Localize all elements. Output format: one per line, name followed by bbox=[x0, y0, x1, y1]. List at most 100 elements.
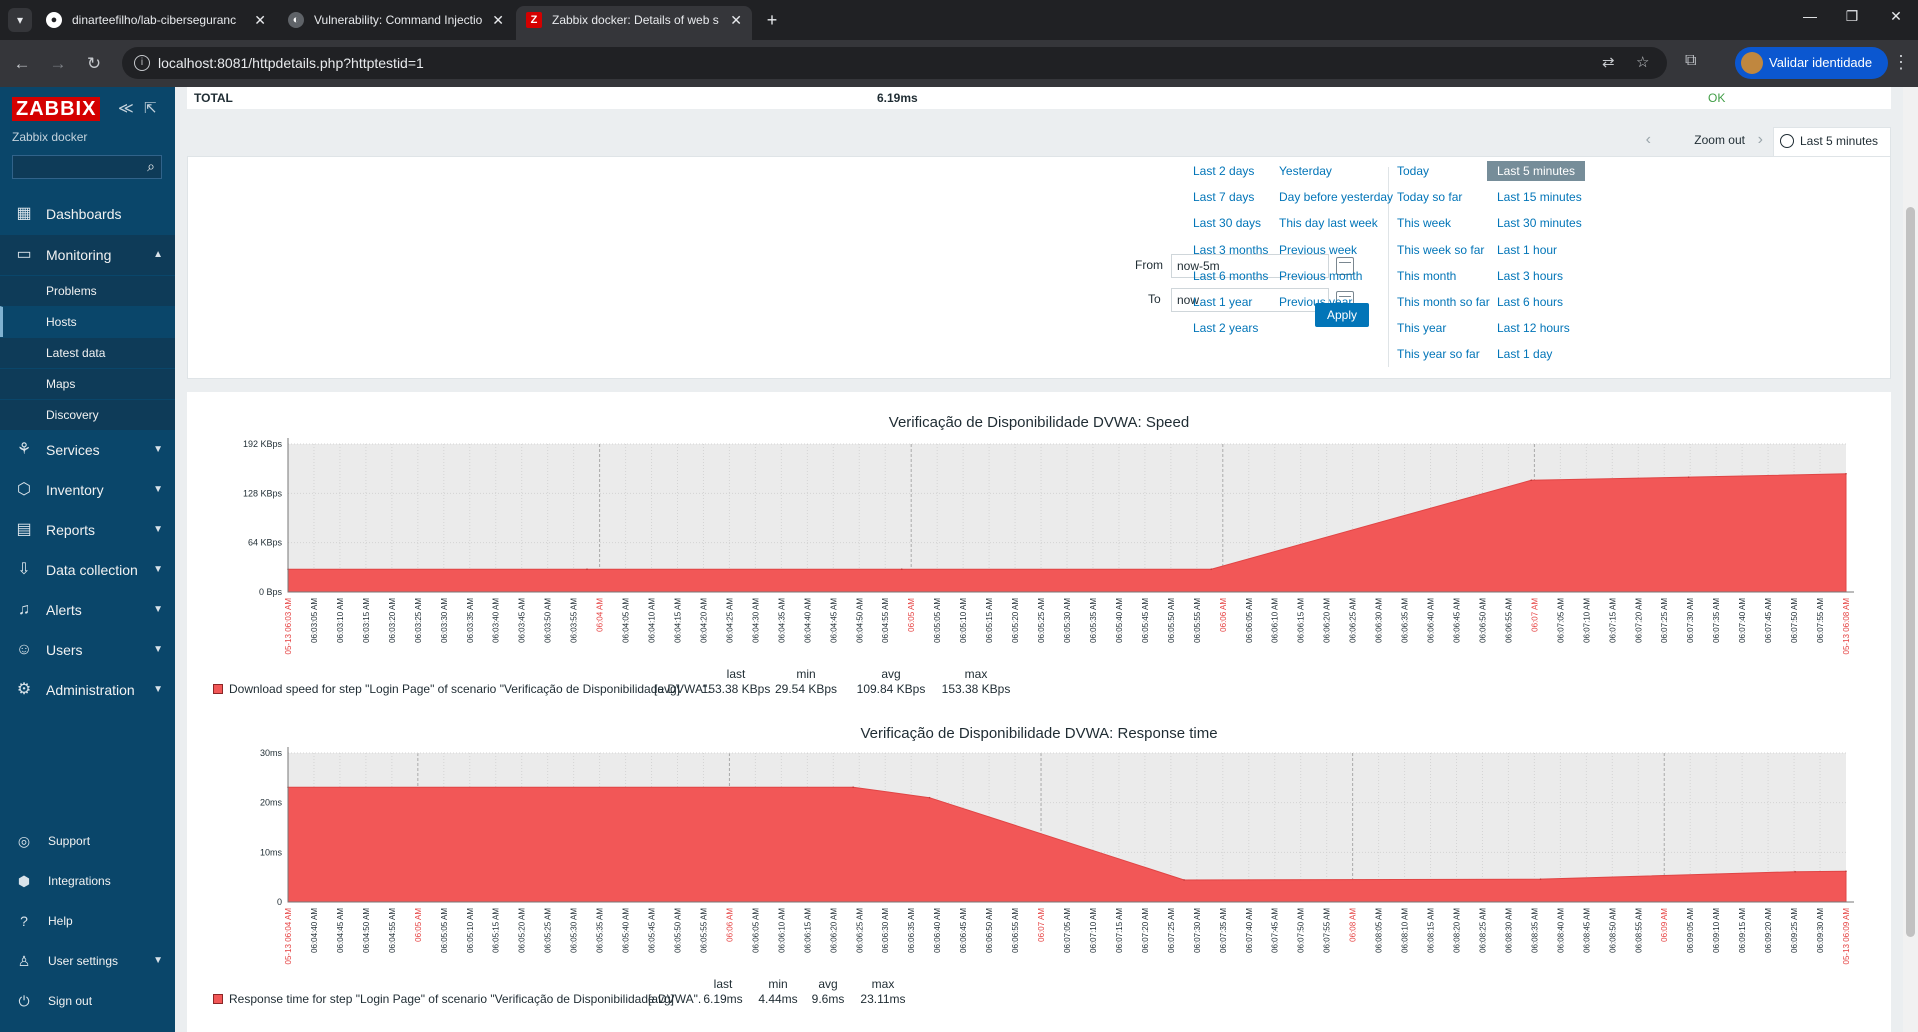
x-tick-label: 06:09:10 AM bbox=[1712, 908, 1721, 953]
menu-administration[interactable]: ⚙ Administration ▼ bbox=[0, 670, 175, 710]
zabbix-logo[interactable]: ZABBIX bbox=[12, 97, 101, 121]
profile-button[interactable]: Validar identidade bbox=[1735, 47, 1889, 79]
response-legend-text: Response time for step "Login Page" of s… bbox=[229, 992, 702, 1006]
close-window-icon[interactable]: ✕ bbox=[1890, 8, 1902, 24]
quick-range-link[interactable]: This year bbox=[1397, 321, 1447, 336]
footer-sign-out[interactable]: ⏻ Sign out bbox=[0, 981, 175, 1021]
new-tab-button[interactable]: + bbox=[766, 10, 778, 30]
browser-tab-dvwa[interactable]: ◐ Vulnerability: Command Injectio ✕ bbox=[278, 6, 514, 40]
x-tick-label: 06:03:15 AM bbox=[362, 598, 371, 643]
quick-range-link[interactable]: Previous month bbox=[1279, 268, 1363, 283]
footer-support[interactable]: ◎ Support bbox=[0, 821, 175, 861]
quick-range-link[interactable]: Last 7 days bbox=[1193, 190, 1255, 205]
browser-tab-github[interactable]: ● dinarteefilho/lab-ciberseguranc ✕ bbox=[36, 6, 276, 40]
tab-search-button[interactable]: ▾ bbox=[8, 8, 32, 32]
tab-title: Zabbix docker: Details of web s bbox=[552, 13, 719, 27]
quick-range-link[interactable]: Last 6 months bbox=[1193, 268, 1269, 283]
quick-range-link[interactable]: Last 3 months bbox=[1193, 242, 1269, 257]
footer-help[interactable]: ? Help bbox=[0, 901, 175, 941]
close-icon[interactable]: ✕ bbox=[492, 12, 504, 28]
quick-range-link[interactable]: Last 3 hours bbox=[1497, 268, 1564, 283]
collapse-sidebar-icon[interactable]: ≪ bbox=[118, 100, 134, 117]
time-range-tab[interactable]: Last 5 minutes bbox=[1773, 127, 1891, 157]
quick-range-link[interactable]: Day before yesterday bbox=[1279, 190, 1394, 205]
quick-range-link[interactable]: Today bbox=[1397, 164, 1430, 178]
quick-range-link[interactable]: Today so far bbox=[1397, 190, 1463, 205]
search-icon[interactable]: ⌕ bbox=[147, 158, 155, 174]
x-tick-label: 06:03:35 AM bbox=[466, 598, 475, 643]
submenu-problems[interactable]: Problems bbox=[0, 275, 175, 306]
quick-range-link[interactable]: Last 30 minutes bbox=[1497, 216, 1582, 231]
reload-icon[interactable]: ↻ bbox=[86, 54, 102, 73]
submenu-hosts[interactable]: Hosts bbox=[0, 306, 175, 337]
quick-range-link[interactable]: Last 2 years bbox=[1193, 321, 1259, 336]
quick-range-link[interactable]: Last 1 hour bbox=[1497, 242, 1558, 257]
quick-range-link[interactable]: Last 2 days bbox=[1193, 164, 1255, 178]
quick-range-link[interactable]: This month bbox=[1397, 268, 1457, 283]
forward-icon[interactable]: → bbox=[49, 54, 67, 73]
close-icon[interactable]: ✕ bbox=[254, 12, 266, 28]
chevron-right-icon[interactable]: › bbox=[1757, 131, 1763, 148]
translate-icon[interactable]: ⇄ bbox=[1602, 54, 1615, 71]
quick-range-link[interactable]: Last 1 day bbox=[1497, 347, 1553, 362]
from-input[interactable] bbox=[1171, 254, 1329, 278]
legend-swatch bbox=[213, 684, 223, 694]
close-icon[interactable]: ✕ bbox=[730, 12, 742, 28]
submenu-maps[interactable]: Maps bbox=[0, 368, 175, 399]
minimize-icon[interactable]: — bbox=[1803, 8, 1817, 24]
browser-tab-zabbix[interactable]: Z Zabbix docker: Details of web s ✕ bbox=[516, 6, 752, 40]
menu-inventory[interactable]: ⬡ Inventory ▼ bbox=[0, 470, 175, 510]
menu-dashboards[interactable]: ▦ Dashboards bbox=[0, 194, 175, 234]
response-chart: 06:04:40 AM 06:04:45 AM 06:04:50 AM 06:04:5… bbox=[260, 747, 1854, 964]
extensions-icon[interactable]: ⧉ bbox=[1685, 52, 1697, 69]
quick-range-link[interactable]: This day last week bbox=[1279, 216, 1378, 231]
footer-integrations[interactable]: ⬢ Integrations bbox=[0, 861, 175, 901]
quick-range-link[interactable]: Last 1 year bbox=[1193, 295, 1253, 309]
apply-button[interactable]: Apply bbox=[1315, 303, 1369, 327]
zoom-out-button[interactable]: Zoom out bbox=[1694, 133, 1745, 147]
menu-monitoring[interactable]: ▭ Monitoring ▲ bbox=[0, 235, 175, 275]
site-info-icon[interactable]: i bbox=[134, 55, 150, 71]
x-tick-label: 06:06:45 AM bbox=[1453, 598, 1462, 643]
quick-range-link[interactable]: This year so far bbox=[1397, 347, 1480, 362]
submenu-discovery[interactable]: Discovery bbox=[0, 399, 175, 430]
page-scrollbar[interactable] bbox=[1903, 87, 1918, 1032]
menu-reports[interactable]: ▤ Reports ▼ bbox=[0, 510, 175, 550]
quick-range-link[interactable]: This month so far bbox=[1397, 295, 1490, 309]
menu-data-collection[interactable]: ⇩ Data collection ▼ bbox=[0, 550, 175, 590]
quick-range-link[interactable]: Previous year bbox=[1279, 295, 1353, 309]
data-point bbox=[1530, 479, 1533, 482]
menu-users[interactable]: ☺ Users ▼ bbox=[0, 630, 175, 670]
quick-range-link[interactable]: Previous week bbox=[1279, 242, 1358, 257]
quick-range-link[interactable]: Last 30 days bbox=[1193, 216, 1262, 231]
bookmark-star-icon[interactable]: ☆ bbox=[1636, 54, 1650, 71]
footer-user-settings[interactable]: ♙ User settings ▼ bbox=[0, 941, 175, 981]
x-tick-label: 06:05:40 AM bbox=[1115, 598, 1124, 643]
y-tick-label: 128 KBps bbox=[243, 488, 283, 498]
data-point bbox=[900, 568, 903, 571]
quick-range-link[interactable]: This week so far bbox=[1397, 242, 1485, 257]
to-input[interactable] bbox=[1171, 288, 1329, 312]
quick-range-link[interactable]: Last 6 hours bbox=[1497, 295, 1564, 309]
chevron-left-icon[interactable]: ‹ bbox=[1645, 131, 1651, 148]
calendar-icon[interactable] bbox=[1336, 257, 1354, 275]
browser-menu-icon[interactable]: ⋮ bbox=[1892, 52, 1910, 72]
speed-legend-item: Download speed for step "Login Page" of … bbox=[213, 682, 711, 696]
chevron-down-icon: ▼ bbox=[153, 524, 163, 535]
submenu-latest-data[interactable]: Latest data bbox=[0, 337, 175, 368]
quick-range-link[interactable]: Yesterday bbox=[1279, 164, 1332, 178]
quick-range-link[interactable]: Last 5 minutes bbox=[1487, 161, 1586, 181]
quick-range-link[interactable]: This week bbox=[1397, 216, 1452, 231]
x-tick-label: 06:04:25 AM bbox=[725, 598, 734, 643]
back-icon[interactable]: ← bbox=[13, 54, 31, 73]
address-bar[interactable]: i localhost:8081/httpdetails.php?httptes… bbox=[122, 47, 1667, 79]
x-tick-label: 06:07:55 AM bbox=[1816, 598, 1825, 643]
menu-alerts[interactable]: ♫ Alerts ▼ bbox=[0, 590, 175, 630]
restore-icon[interactable]: ❐ bbox=[1845, 8, 1859, 24]
menu-services[interactable]: ⚘ Services ▼ bbox=[0, 430, 175, 470]
sidebar-search-input[interactable]: ⌕ bbox=[12, 155, 162, 179]
quick-range-link[interactable]: Last 12 hours bbox=[1497, 321, 1570, 336]
scrollbar-thumb[interactable] bbox=[1906, 207, 1915, 937]
kiosk-mode-icon[interactable]: ⇱ bbox=[144, 100, 157, 117]
quick-range-link[interactable]: Last 15 minutes bbox=[1497, 190, 1582, 205]
